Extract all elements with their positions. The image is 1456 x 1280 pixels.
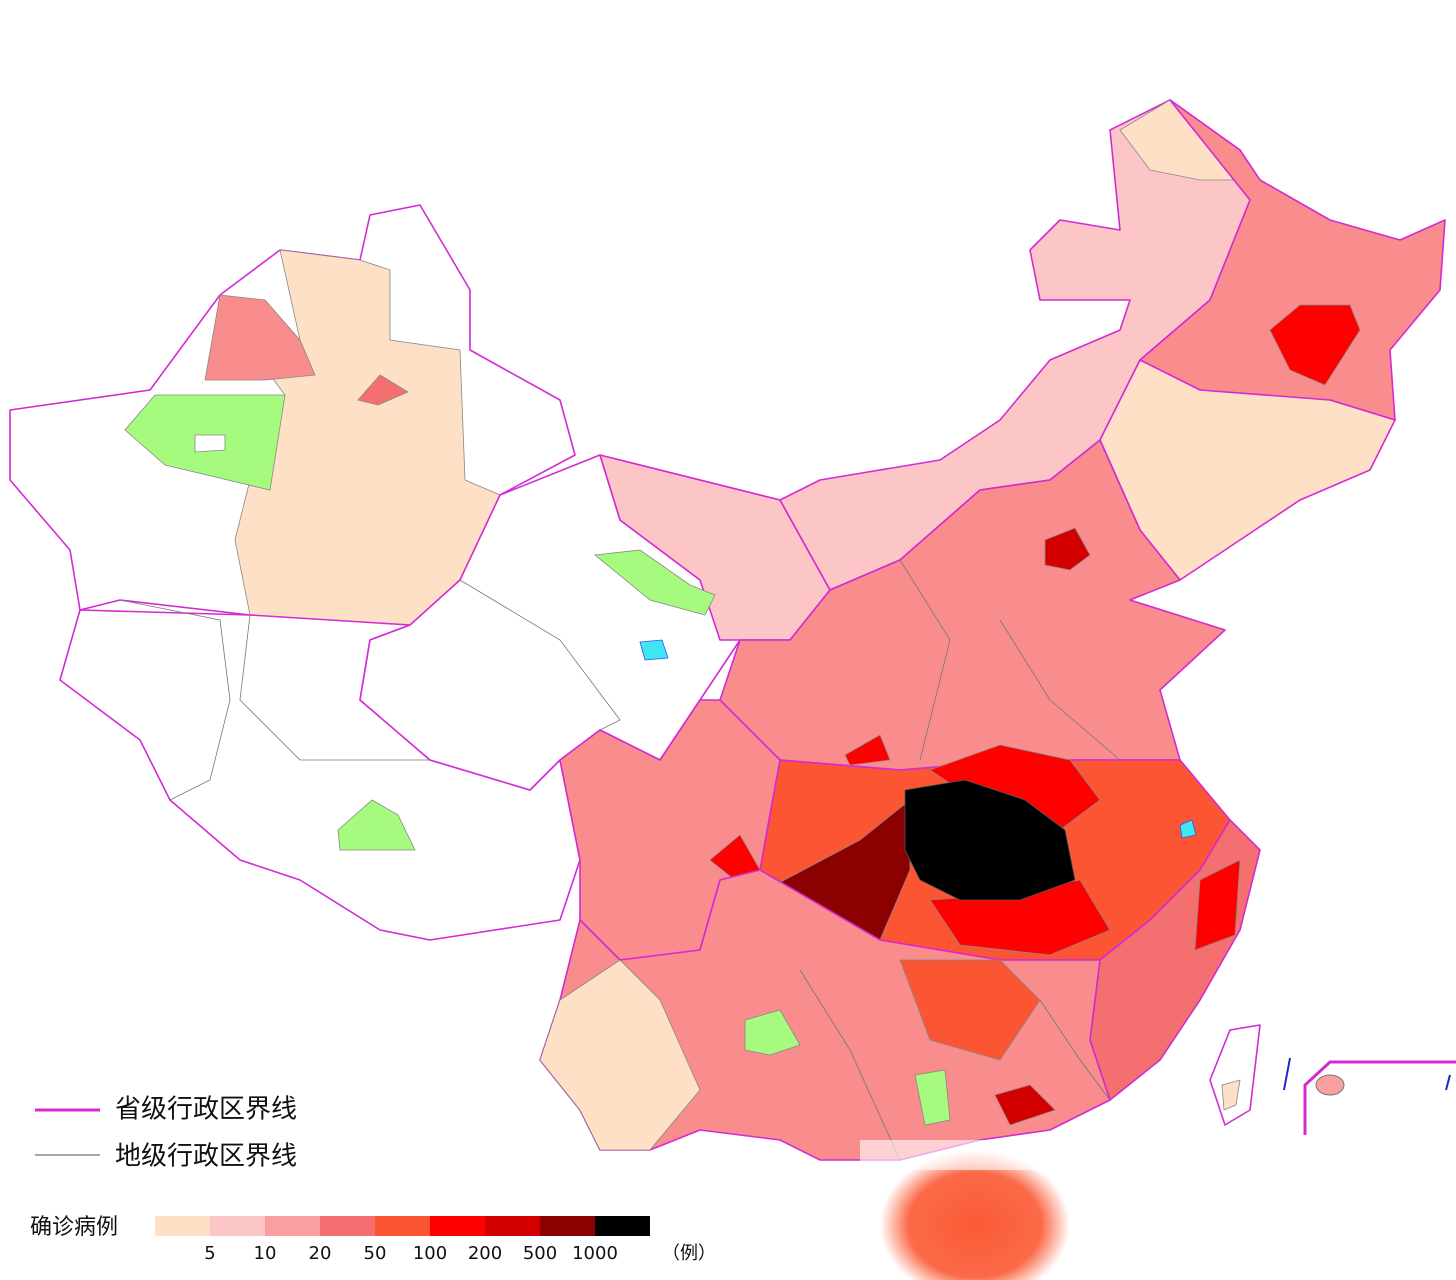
lake xyxy=(194,434,226,453)
region-hunan xyxy=(899,959,1041,1061)
pref-line xyxy=(459,579,621,731)
scale-swatch xyxy=(155,1216,210,1236)
scale-swatch xyxy=(320,1216,375,1236)
region-jilin-liaoning xyxy=(1099,359,1396,581)
blur-band xyxy=(860,1140,1260,1170)
inset-frame xyxy=(1303,1060,1456,1135)
pref-line xyxy=(999,619,1121,761)
pref-line xyxy=(899,559,951,761)
scale-swatch xyxy=(485,1216,540,1236)
lake xyxy=(639,639,669,661)
lake xyxy=(1179,819,1197,839)
inset-hainan xyxy=(1315,1074,1345,1096)
legend-label: 地级行政区界线 xyxy=(115,1142,297,1172)
scale-label: 5 xyxy=(204,1243,215,1264)
pref-line xyxy=(239,614,430,761)
region-green xyxy=(594,549,716,616)
prefecture-lines xyxy=(119,559,1121,1161)
scale-label: 1000 xyxy=(572,1243,618,1264)
region-taiwan xyxy=(1209,1024,1261,1126)
region-shenzhen xyxy=(994,1084,1056,1126)
scale-swatch xyxy=(265,1216,320,1236)
region-taiwan-part xyxy=(1221,1079,1241,1111)
scale-label: 200 xyxy=(468,1243,502,1264)
region-green xyxy=(744,1009,801,1056)
region-small xyxy=(357,374,409,406)
pref-line xyxy=(799,969,901,1161)
region-beijing xyxy=(1044,527,1091,571)
nine-dash xyxy=(1283,1057,1291,1091)
scale-unit: （例） xyxy=(662,1243,716,1264)
scale-label: 50 xyxy=(364,1243,387,1264)
nine-dash xyxy=(1445,1074,1451,1091)
provinces xyxy=(9,99,1456,1161)
legend-label: 省级行政区界线 xyxy=(115,1095,297,1125)
scale-swatch xyxy=(540,1216,595,1236)
legend: 省级行政区界线 地级行政区界线 确诊病例 5 10 20 50 100 200 500 100… xyxy=(30,1095,716,1265)
region-wuhan xyxy=(904,779,1076,901)
region-heilongjiang xyxy=(1139,99,1446,421)
region-harbin xyxy=(1269,304,1361,386)
region-wenzhou xyxy=(1194,859,1241,951)
scale-swatch xyxy=(210,1216,265,1236)
region-shaanxi xyxy=(844,734,891,766)
region-green xyxy=(914,1069,951,1126)
scale-label: 20 xyxy=(309,1243,332,1264)
scale-swatch xyxy=(375,1216,430,1236)
region-xinjiang-north xyxy=(204,294,316,381)
pref-line xyxy=(1039,999,1111,1101)
region-yunnan xyxy=(539,959,701,1151)
scale-title: 确诊病例 xyxy=(30,1215,118,1240)
scale-label: 500 xyxy=(523,1243,557,1264)
blur-overlay xyxy=(880,1150,1070,1280)
scale-swatch xyxy=(430,1216,485,1236)
scale-label: 10 xyxy=(254,1243,277,1264)
region-lhasa xyxy=(337,799,416,851)
pref-line xyxy=(119,599,231,801)
scale-swatch xyxy=(595,1216,650,1236)
scale-label: 100 xyxy=(413,1243,447,1264)
